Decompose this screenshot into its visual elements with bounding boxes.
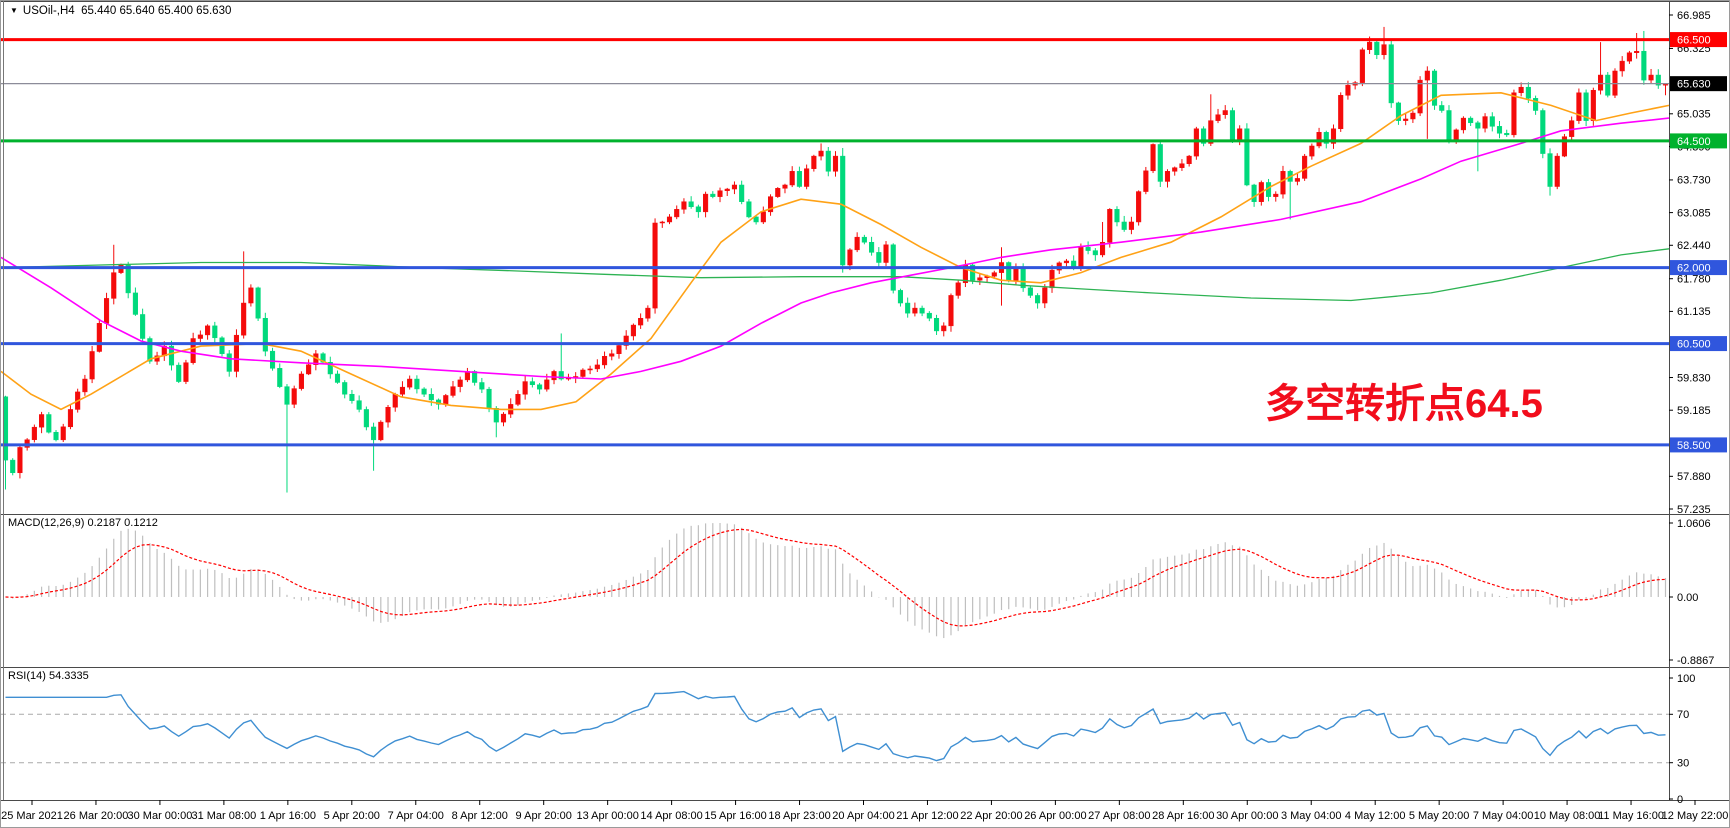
svg-text:9 Apr 20:00: 9 Apr 20:00 <box>516 810 572 822</box>
svg-text:10 May 08:00: 10 May 08:00 <box>1534 810 1601 822</box>
price-badge-65.630 <box>1670 76 1727 92</box>
macd-name: MACD(12,26,9) <box>8 517 85 529</box>
svg-text:58.500: 58.500 <box>1677 440 1711 452</box>
price-axis-badges: 66.500 65.630 64.500 62.000 60.500 58.500 <box>1670 32 1727 453</box>
macd-indicator-label: MACD(12,26,9) 0.2187 0.1212 <box>8 517 158 529</box>
svg-text:60.500: 60.500 <box>1677 339 1711 351</box>
svg-text:66.985: 66.985 <box>1677 10 1711 22</box>
svg-text:20 Apr 04:00: 20 Apr 04:00 <box>832 810 894 822</box>
svg-text:7 May 04:00: 7 May 04:00 <box>1473 810 1534 822</box>
svg-text:57.880: 57.880 <box>1677 471 1711 483</box>
svg-text:30: 30 <box>1677 758 1689 770</box>
rsi-current-value: 54.3335 <box>48 670 89 682</box>
annotation-text[interactable]: 多空转折点64.5 <box>1265 382 1543 426</box>
symbol-period-label: USOil-,H4 <box>22 5 75 17</box>
svg-text:0.00: 0.00 <box>1677 592 1698 604</box>
svg-text:3 May 04:00: 3 May 04:00 <box>1281 810 1342 822</box>
svg-text:30 Apr 00:00: 30 Apr 00:00 <box>1216 810 1278 822</box>
rsi-name: RSI(14) <box>8 670 46 682</box>
macd-current-values: 0.2187 0.1212 <box>87 517 158 529</box>
svg-text:57.235: 57.235 <box>1677 504 1711 516</box>
svg-text:31 Mar 08:00: 31 Mar 08:00 <box>191 810 256 822</box>
svg-text:62.000: 62.000 <box>1677 263 1711 275</box>
svg-text:1 Apr 16:00: 1 Apr 16:00 <box>260 810 316 822</box>
svg-text:0: 0 <box>1677 794 1683 806</box>
svg-text:26 Apr 00:00: 26 Apr 00:00 <box>1024 810 1086 822</box>
rsi-line <box>5 690 1666 762</box>
svg-text:22 Apr 20:00: 22 Apr 20:00 <box>960 810 1022 822</box>
candles[interactable] <box>2 26 1669 493</box>
svg-text:65.630: 65.630 <box>1677 79 1711 91</box>
svg-text:61.135: 61.135 <box>1677 306 1711 318</box>
svg-text:65.035: 65.035 <box>1677 109 1711 121</box>
svg-text:5 Apr 20:00: 5 Apr 20:00 <box>324 810 380 822</box>
svg-text:11 May 16:00: 11 May 16:00 <box>1598 810 1664 822</box>
svg-text:59.185: 59.185 <box>1677 405 1711 417</box>
ma-magenta-line <box>1 117 1670 380</box>
svg-text:7 Apr 04:00: 7 Apr 04:00 <box>388 810 444 822</box>
svg-text:5 May 20:00: 5 May 20:00 <box>1409 810 1470 822</box>
svg-text:13 Apr 00:00: 13 Apr 00:00 <box>576 810 638 822</box>
svg-text:62.440: 62.440 <box>1677 240 1711 252</box>
svg-text:12 May 22:00: 12 May 22:00 <box>1662 810 1729 822</box>
svg-text:64.500: 64.500 <box>1677 136 1711 148</box>
ma-green-line <box>1 248 1670 302</box>
rsi-pane-content <box>1 690 1669 764</box>
svg-text:66.500: 66.500 <box>1677 35 1711 47</box>
horizontal-price-lines[interactable] <box>1 38 1669 447</box>
price-badge-62.000 <box>1670 260 1727 276</box>
svg-text:15 Apr 16:00: 15 Apr 16:00 <box>704 810 766 822</box>
svg-text:30 Mar 00:00: 30 Mar 00:00 <box>128 810 193 822</box>
price-badge-58.500 <box>1670 437 1727 453</box>
svg-text:63.730: 63.730 <box>1677 175 1711 187</box>
svg-text:1.0606: 1.0606 <box>1677 518 1711 530</box>
svg-text:59.830: 59.830 <box>1677 372 1711 384</box>
symbol-title: ▼ USOil-,H4 65.440 65.640 65.400 65.630 <box>10 5 231 17</box>
svg-text:28 Apr 16:00: 28 Apr 16:00 <box>1152 810 1214 822</box>
pane-borders <box>1 1 1729 801</box>
svg-text:63.085: 63.085 <box>1677 207 1711 219</box>
price-badge-66.500 <box>1670 32 1727 48</box>
svg-text:100: 100 <box>1677 673 1695 685</box>
price-badge-64.500 <box>1670 133 1727 149</box>
svg-text:70: 70 <box>1677 709 1689 721</box>
collapse-triangle-icon[interactable]: ▼ <box>10 6 18 15</box>
macd-histogram <box>12 523 1667 639</box>
ma-orange-line <box>1 91 1670 411</box>
svg-text:-0.8867: -0.8867 <box>1677 655 1714 667</box>
svg-text:4 May 12:00: 4 May 12:00 <box>1345 810 1406 822</box>
svg-text:61.780: 61.780 <box>1677 274 1711 286</box>
price-badge-60.500 <box>1670 336 1727 352</box>
time-axis[interactable]: 25 Mar 2021 26 Mar 20:00 30 Mar 00:00 31 Ma… <box>1 800 1728 822</box>
svg-text:8 Apr 12:00: 8 Apr 12:00 <box>452 810 508 822</box>
svg-text:21 Apr 12:00: 21 Apr 12:00 <box>896 810 958 822</box>
svg-text:26 Mar 20:00: 26 Mar 20:00 <box>64 810 129 822</box>
ohlc-values: 65.440 65.640 65.400 65.630 <box>81 5 232 17</box>
svg-text:14 Apr 08:00: 14 Apr 08:00 <box>640 810 702 822</box>
svg-text:25 Mar 2021: 25 Mar 2021 <box>1 810 63 822</box>
svg-text:18 Apr 23:00: 18 Apr 23:00 <box>768 810 830 822</box>
indicator-axes: 1.0606 0.00 -0.8867 100 70 30 0 <box>1669 518 1714 806</box>
macd-signal-line <box>5 528 1666 627</box>
rsi-indicator-label: RSI(14) 54.3335 <box>8 670 89 682</box>
svg-text:27 Apr 08:00: 27 Apr 08:00 <box>1088 810 1150 822</box>
